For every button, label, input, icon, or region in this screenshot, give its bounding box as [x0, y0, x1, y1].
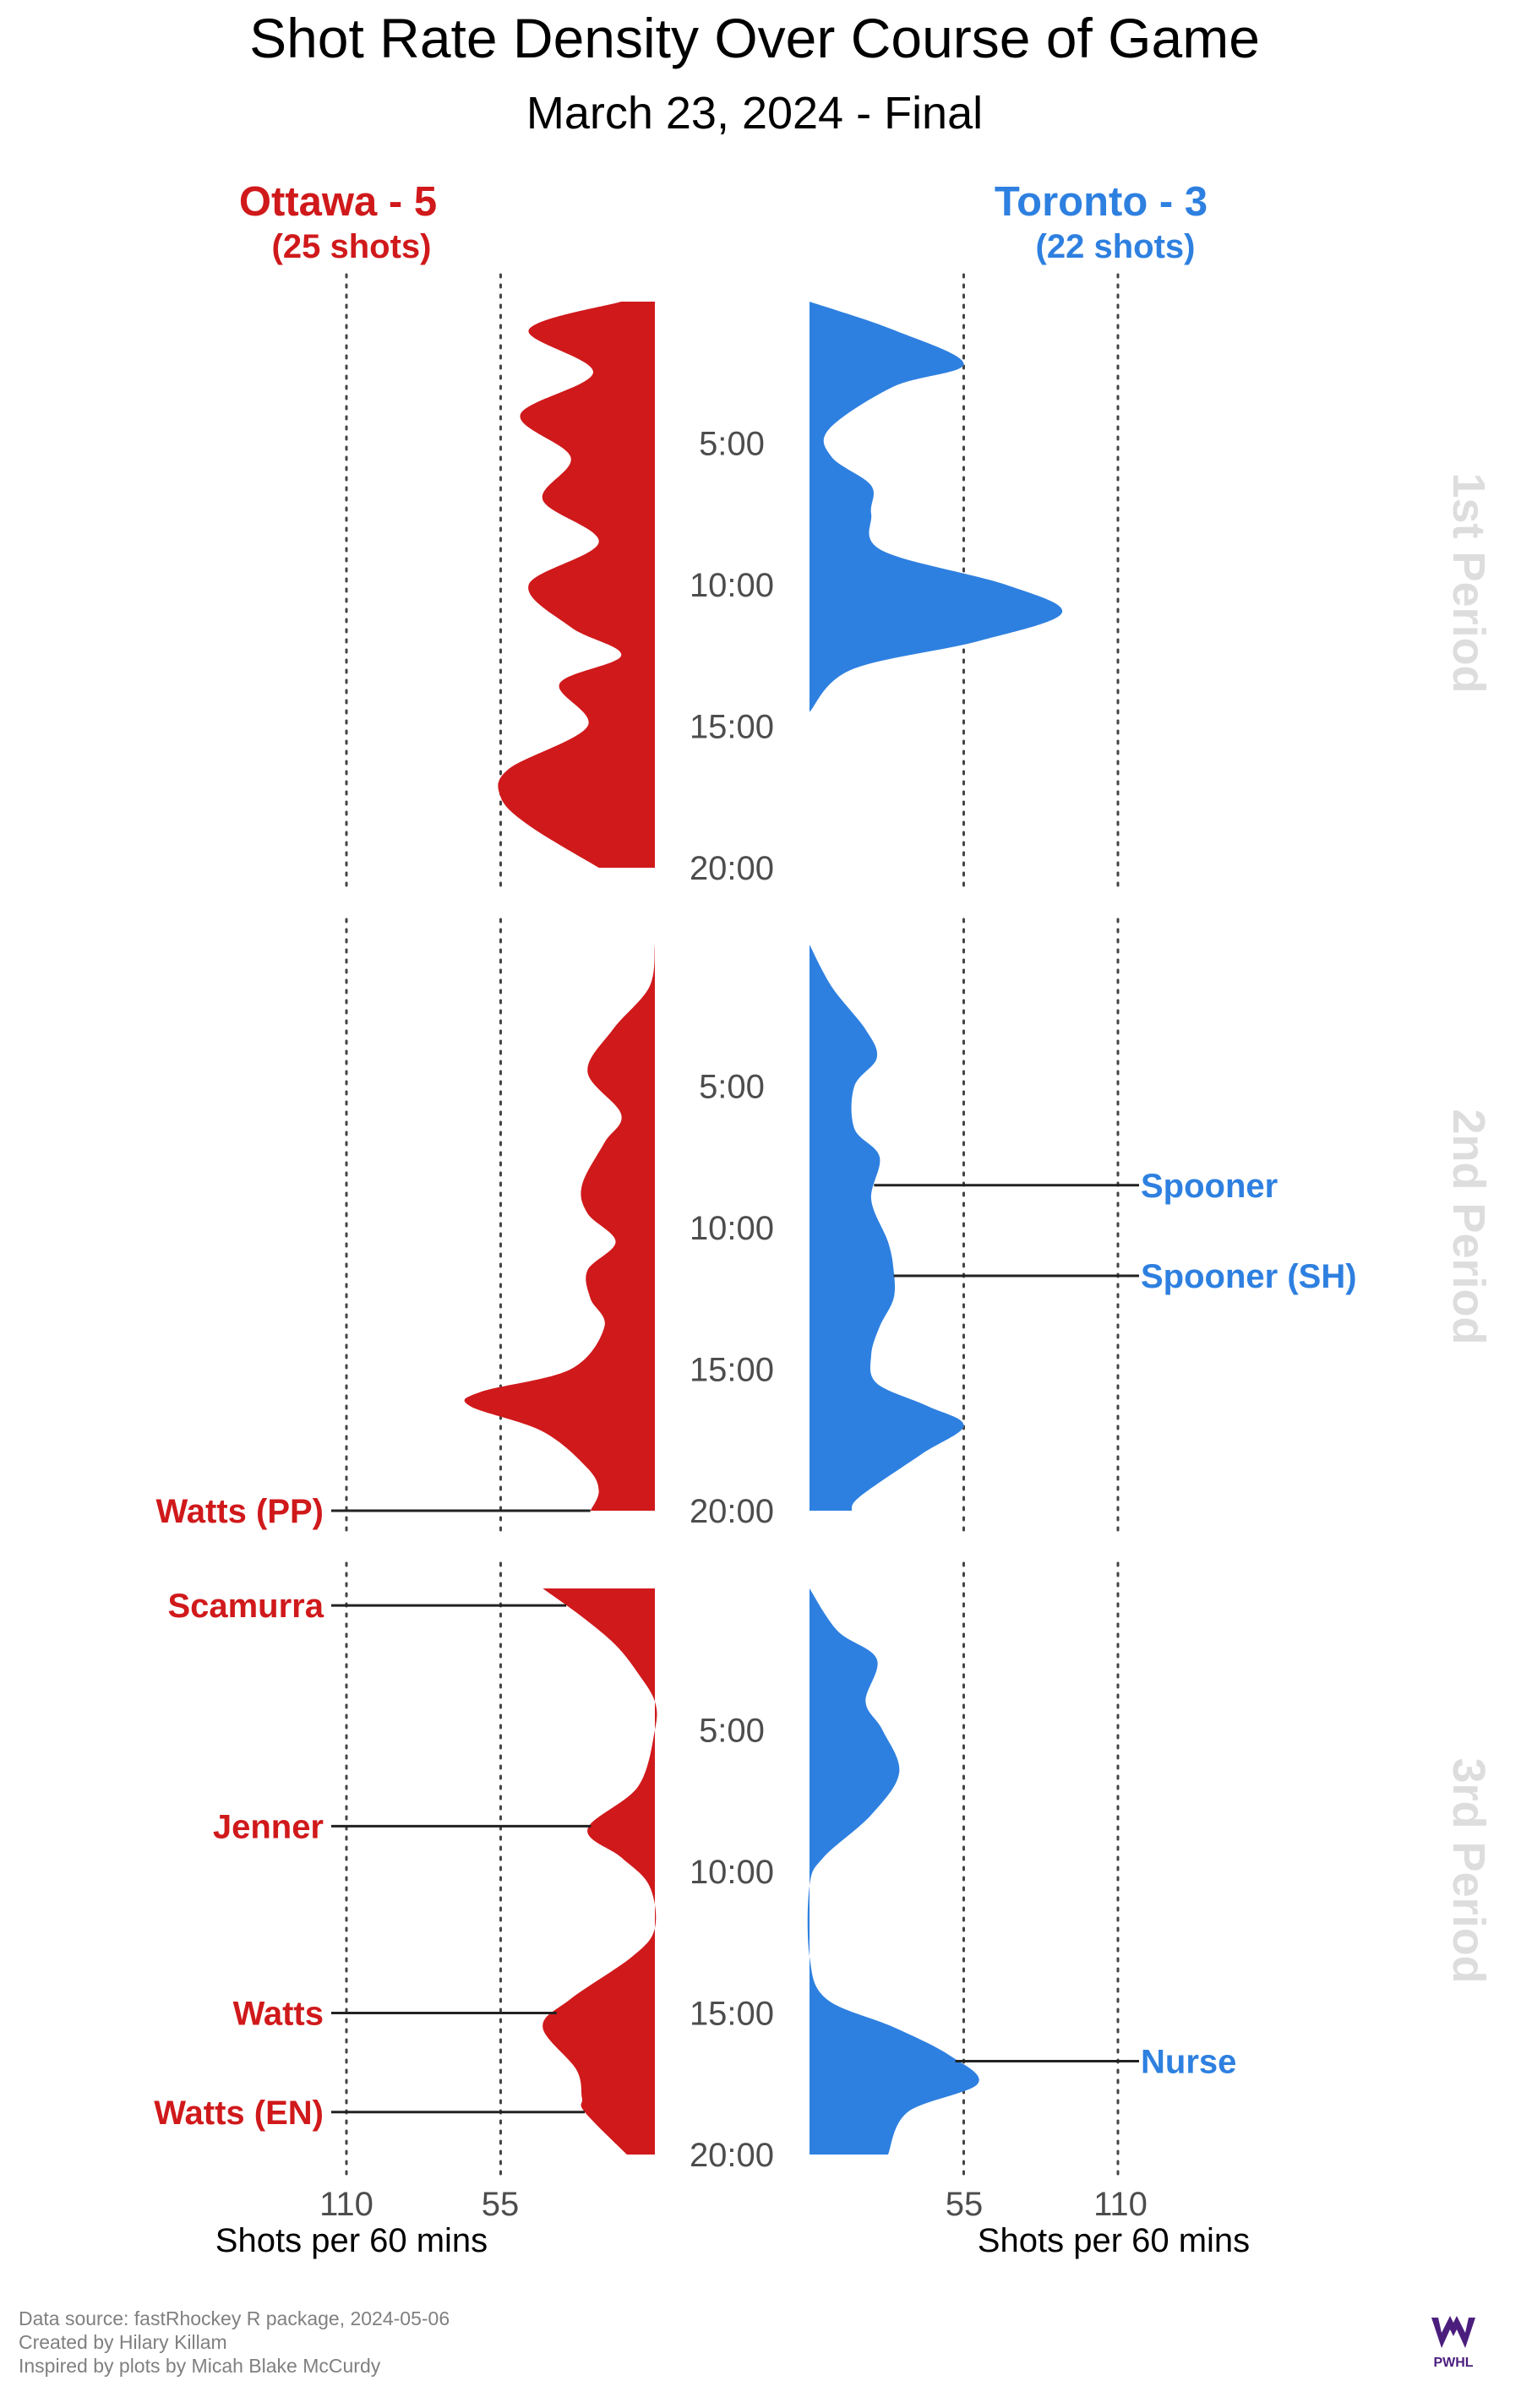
ottawa-shots-label: (25 shots) [272, 228, 432, 265]
footer-inspiration: Inspired by plots by Micah Blake McCurdy [19, 2355, 381, 2377]
minute-tick-5-00-period-2: 5:00 [699, 1069, 765, 1106]
minute-tick-20-00-period-1: 20:00 [690, 850, 774, 887]
minute-tick-5-00-period-1: 5:00 [699, 426, 765, 463]
minute-tick-20-00-period-3: 20:00 [690, 2137, 774, 2174]
period-label-3: 3rd Period [1443, 1757, 1494, 1983]
footer-credit: Created by Hilary Killam [19, 2331, 227, 2353]
ottawa-goal-label-1: Watts (PP) [155, 1493, 324, 1530]
toronto-x-tick-110: 110 [1093, 2186, 1148, 2223]
minute-tick-5-00-period-3: 5:00 [699, 1713, 765, 1750]
ottawa-x-tick-110: 110 [319, 2186, 373, 2223]
minute-tick-15-00-period-2: 15:00 [690, 1352, 774, 1389]
ottawa-goal-label-2: Scamurra [167, 1588, 324, 1625]
ottawa-density-period-3 [542, 1588, 657, 2155]
ottawa-goal-label-4: Watts [233, 1996, 324, 2033]
toronto-team-label: Toronto - 3 [995, 179, 1208, 225]
period-label-1: 1st Period [1443, 472, 1494, 693]
toronto-x-axis-label: Shots per 60 mins [978, 2222, 1250, 2259]
toronto-density-period-1 [810, 302, 1063, 868]
ottawa-team-label: Ottawa - 5 [239, 179, 437, 225]
ottawa-x-axis-label: Shots per 60 mins [215, 2222, 488, 2259]
pwhl-logo-text: PWHL [1433, 2356, 1473, 2370]
minute-tick-10-00-period-2: 10:00 [690, 1210, 774, 1247]
pwhl-logo: PWHL [1431, 2316, 1475, 2370]
ottawa-x-tick-55: 55 [482, 2186, 520, 2223]
ottawa-density-period-2 [464, 945, 655, 1511]
ottawa-density-period-1 [498, 302, 655, 868]
minute-tick-20-00-period-2: 20:00 [690, 1493, 774, 1530]
chart-title: Shot Rate Density Over Course of Game [249, 7, 1260, 69]
toronto-density-period-2 [810, 945, 964, 1511]
chart-subtitle: March 23, 2024 - Final [526, 88, 983, 139]
toronto-density-period-3 [807, 1588, 979, 2155]
pwhl-logo-mark [1431, 2316, 1475, 2348]
footer-data-source: Data source: fastRhockey R package, 2024… [19, 2307, 450, 2329]
minute-tick-10-00-period-1: 10:00 [690, 567, 774, 604]
toronto-goal-label-3: Nurse [1141, 2043, 1236, 2080]
toronto-shots-label: (22 shots) [1036, 228, 1196, 265]
toronto-x-tick-55: 55 [946, 2186, 984, 2223]
minute-tick-15-00-period-3: 15:00 [690, 1996, 774, 2033]
ottawa-goal-label-5: Watts (EN) [154, 2095, 324, 2132]
period-label-2: 2nd Period [1443, 1109, 1494, 1344]
minute-tick-10-00-period-3: 10:00 [690, 1854, 774, 1891]
footer: Data source: fastRhockey R package, 2024… [19, 2307, 450, 2378]
toronto-goal-label-2: Spooner (SH) [1141, 1258, 1357, 1295]
minute-tick-15-00-period-1: 15:00 [690, 709, 774, 746]
toronto-goal-label-1: Spooner [1141, 1168, 1278, 1205]
ottawa-goal-label-3: Jenner [213, 1808, 324, 1845]
